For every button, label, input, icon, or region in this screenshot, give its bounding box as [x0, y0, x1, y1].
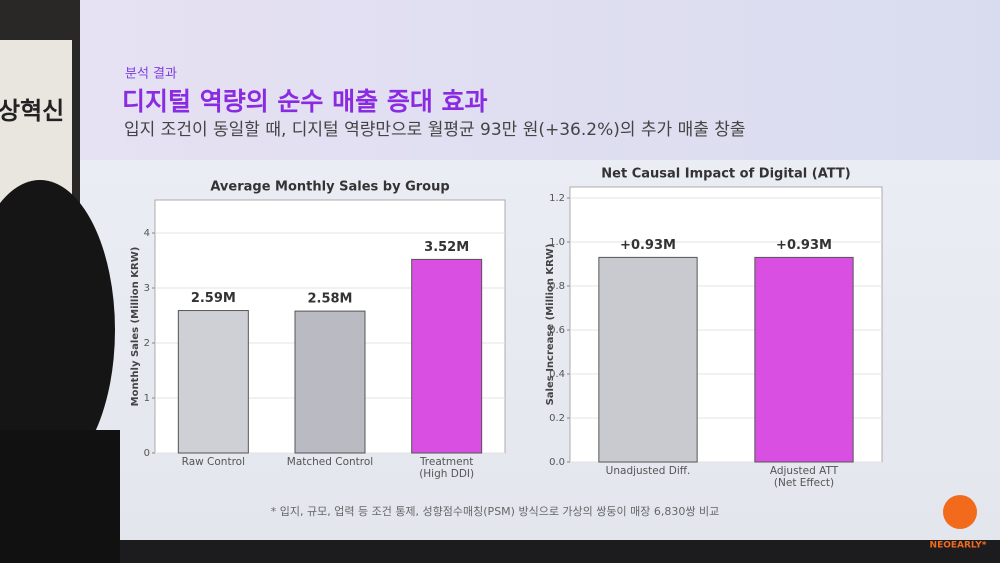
banner-text: 상혁신	[0, 97, 64, 125]
chart-title: Net Causal Impact of Digital (ATT)	[601, 167, 850, 182]
y-axis-label: Monthly Sales (Million KRW)	[130, 247, 141, 407]
logo-text: NEOEARLY*	[930, 541, 987, 551]
footnote: * 입지, 규모, 업력 등 조건 통제, 성향점수매칭(PSM) 방식으로 가…	[271, 505, 719, 518]
section-label: 분석 결과	[125, 67, 177, 82]
y-tick-label: 2	[144, 338, 150, 349]
bar	[294, 310, 366, 454]
x-tick-label: Unadjusted Diff.	[606, 465, 691, 477]
slide-subtitle: 입지 조건이 동일할 때, 디지털 역량만으로 월평균 93만 원(+36.2%…	[124, 120, 746, 140]
value-label: 2.58M	[307, 292, 352, 307]
y-tick-label: 0.6	[549, 325, 565, 336]
x-tick-label: Treatment (High DDI)	[419, 456, 474, 480]
x-tick-label: Raw Control	[182, 456, 245, 468]
value-label: +0.93M	[620, 238, 676, 253]
value-label: +0.93M	[776, 238, 832, 253]
slide-title: 디지털 역량의 순수 매출 증대 효과	[122, 87, 488, 116]
audience-body	[0, 430, 120, 563]
y-tick-label: 0.2	[549, 413, 565, 424]
y-tick-label: 1	[144, 393, 150, 404]
bar	[411, 258, 483, 454]
x-tick-label: Adjusted ATT (Net Effect)	[770, 465, 839, 489]
slide-header	[80, 0, 1000, 160]
audience-head	[0, 180, 115, 480]
y-tick-label: 0	[144, 448, 150, 459]
y-tick-label: 0.8	[549, 281, 565, 292]
y-tick-label: 4	[144, 228, 150, 239]
value-label: 2.59M	[191, 291, 236, 306]
y-tick-label: 1.2	[549, 193, 565, 204]
logo-mark	[943, 495, 977, 529]
value-label: 3.52M	[424, 240, 469, 255]
y-axis-label: Sales Increase (Million KRW)	[545, 244, 556, 406]
bar	[754, 256, 854, 463]
bar	[177, 310, 249, 454]
bar	[598, 256, 698, 463]
chart-title: Average Monthly Sales by Group	[210, 180, 449, 195]
y-tick-label: 0.4	[549, 369, 565, 380]
y-tick-label: 1.0	[549, 237, 565, 248]
y-tick-label: 3	[144, 283, 150, 294]
y-tick-label: 0.0	[549, 457, 565, 468]
x-tick-label: Matched Control	[287, 456, 373, 468]
